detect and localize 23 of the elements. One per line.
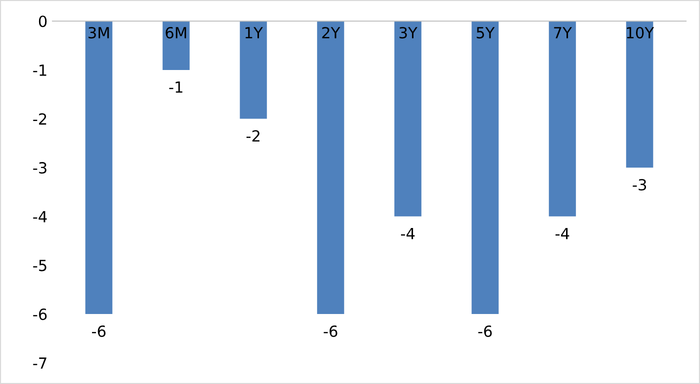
x-tick-label: 2Y	[322, 26, 340, 38]
data-label: -6	[92, 325, 106, 337]
y-tick-label: 0	[38, 16, 47, 28]
data-label: -4	[556, 228, 570, 240]
data-label: -1	[169, 82, 182, 93]
x-tick-label: 1Y	[246, 27, 263, 38]
x-tick-label: 5Y	[476, 27, 495, 38]
y-tick-label: -1	[33, 64, 46, 76]
data-label: -6	[324, 325, 338, 337]
data-label: -4	[401, 228, 415, 240]
y-tick-label: -3	[33, 162, 46, 174]
x-tick-label: 7Y	[554, 27, 572, 38]
x-tick-label: 6M	[166, 26, 186, 38]
y-tick-label: -5	[33, 260, 46, 272]
x-tick-label: 3Y	[400, 26, 418, 38]
data-label: -2	[246, 130, 260, 142]
y-tick-label: -2	[33, 113, 46, 125]
y-tick-label: -4	[33, 211, 47, 222]
x-tick-label: 3M	[88, 26, 109, 38]
data-label: -6	[478, 325, 492, 337]
data-label: -3	[632, 178, 646, 191]
y-tick-label: -6	[33, 308, 47, 320]
y-tick-label: -7	[33, 358, 46, 369]
